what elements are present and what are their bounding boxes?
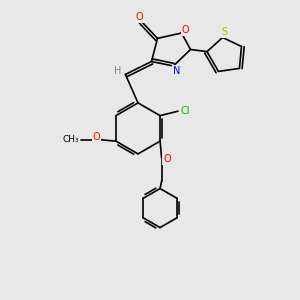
Text: N: N [173, 66, 180, 76]
Text: H: H [114, 66, 122, 76]
Text: S: S [221, 27, 227, 38]
Text: O: O [93, 132, 100, 142]
Text: O: O [182, 25, 190, 35]
Text: Cl: Cl [181, 106, 190, 116]
Text: CH₃: CH₃ [62, 135, 79, 144]
Text: O: O [163, 154, 171, 164]
Text: O: O [135, 12, 143, 22]
